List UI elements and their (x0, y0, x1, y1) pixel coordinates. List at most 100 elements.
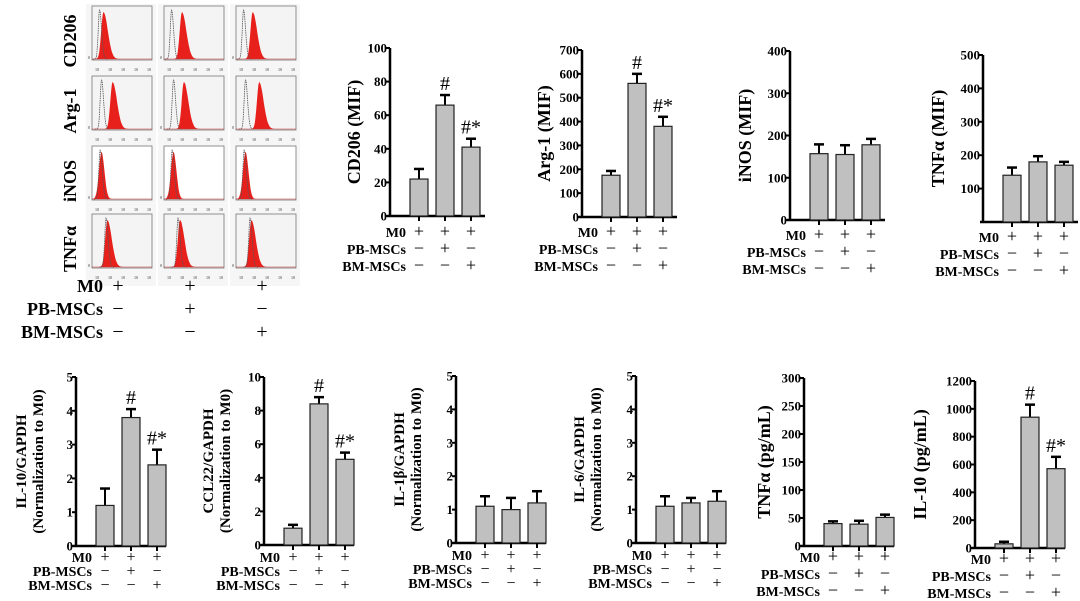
plus-sign: + (840, 241, 850, 261)
bar (875, 516, 895, 547)
y-tick-label: 1000 (946, 401, 972, 416)
significance-vs-m0: # (1025, 383, 1035, 405)
condition-label-pb-mscs: PB-MSCs (33, 565, 93, 580)
y-tick-label: 0 (447, 536, 454, 551)
bar-chart-il10-gapdh: 0 1 2 3 4 5 IL-10/GAPDH (Normalization to M0) # #… (14, 370, 167, 595)
plus-sign: + (152, 577, 161, 594)
y-tick-label: 3 (67, 437, 74, 452)
histogram-panel: 10 10 10 10 10 0 (158, 212, 228, 286)
y-tick-label: 4 (255, 470, 262, 485)
significance-vs-m0-and-pb: #* (1046, 435, 1066, 457)
y-tick-label: 0 (966, 541, 973, 556)
significance-vs-m0: # (440, 73, 450, 95)
log-tick-label: 10 (265, 67, 269, 72)
plus-sign: + (606, 221, 616, 241)
bar (1054, 164, 1074, 223)
sample-histogram (104, 82, 129, 129)
histogram-frame (91, 213, 153, 269)
plus-sign: + (828, 546, 838, 566)
histogram-panel: 10 10 10 10 10 0 (230, 4, 300, 78)
y-axis-label: Arg-1 (MIF) (534, 85, 555, 181)
y-tick-label: 10 (248, 370, 261, 385)
condition-label-bm-mscs: BM-MSCs (28, 579, 92, 594)
sample-histogram (174, 12, 198, 59)
sample-histogram (251, 82, 275, 129)
plus-sign: + (340, 549, 349, 566)
plus-sign: + (686, 547, 695, 564)
plus-sign: + (660, 547, 669, 564)
y-tick-label: 0 (573, 210, 580, 225)
histogram-panel: 10 10 10 10 10 0 (86, 4, 156, 78)
log-tick-label: 10 (108, 275, 112, 280)
condition-label-pb-mscs: PB-MSCs (761, 568, 821, 583)
plus-sign: + (506, 561, 515, 578)
y-tick-label: 100 (368, 41, 388, 56)
log-tick-label: 10 (167, 275, 171, 280)
zero-tick-label: 0 (232, 55, 234, 60)
log-tick-label: 10 (180, 275, 184, 280)
flow-histogram-grid: CD206 10 10 10 10 10 0 10 10 10 10 10 0 10 10 10 10 10 0 Ar… (21, 4, 300, 343)
condition-label-bm-mscs: BM-MSCs (742, 263, 806, 278)
minus-sign: − (340, 563, 349, 580)
log-tick-label: 10 (193, 207, 197, 212)
condition-label-bm-mscs: BM-MSCs (21, 322, 103, 342)
condition-label-bm-mscs: BM-MSCs (756, 585, 820, 600)
zero-tick-label: 0 (160, 55, 162, 60)
y-axis-label: TNFα (MIF) (928, 90, 949, 188)
marker-label-cd206: CD206 (60, 15, 80, 68)
plus-sign: + (112, 275, 123, 297)
y-axis-label-secondary: (Normalization to M0) (409, 387, 425, 531)
minus-sign: − (712, 561, 721, 578)
minus-sign: − (126, 577, 135, 594)
minus-sign: − (686, 575, 695, 592)
log-tick-label: 10 (147, 275, 151, 280)
plus-sign: + (1007, 226, 1017, 246)
log-tick-label: 10 (278, 207, 282, 212)
condition-label-m0: M0 (786, 229, 806, 244)
y-tick-label: 200 (560, 162, 580, 177)
minus-sign: − (480, 575, 489, 592)
plus-sign: + (999, 548, 1009, 568)
log-tick-label: 10 (206, 207, 210, 212)
histogram-panel: 10 10 10 10 10 0 (86, 212, 156, 286)
y-tick-label: 0 (627, 536, 634, 551)
y-tick-label: 4 (447, 402, 454, 417)
condition-label-pb-mscs: PB-MSCs (593, 563, 653, 578)
log-tick-label: 10 (278, 137, 282, 142)
log-tick-label: 10 (265, 137, 269, 142)
log-tick-label: 10 (108, 137, 112, 142)
minus-sign: − (632, 255, 642, 275)
isotype-control-histogram (95, 79, 110, 130)
sample-histogram (95, 12, 120, 59)
significance-vs-m0-and-pb: #* (653, 95, 673, 117)
sample-histogram (99, 220, 123, 267)
minus-sign: − (866, 241, 876, 261)
y-tick-label: 800 (953, 429, 973, 444)
plus-sign: + (1059, 260, 1069, 280)
plus-sign: + (1025, 548, 1035, 568)
bar (309, 403, 329, 546)
y-tick-label: 80 (374, 74, 387, 89)
bar (435, 104, 455, 217)
bar (707, 500, 727, 544)
y-tick-label: 1 (627, 502, 634, 517)
plus-sign: + (658, 255, 668, 275)
minus-sign: − (828, 580, 838, 600)
plus-sign: + (854, 546, 864, 566)
y-tick-label: 200 (961, 148, 981, 163)
y-tick-label: 5 (447, 369, 454, 384)
zero-tick-label: 0 (232, 263, 234, 268)
condition-label-m0: M0 (632, 549, 652, 564)
log-tick-label: 10 (291, 207, 295, 212)
log-tick-label: 10 (291, 137, 295, 142)
bar (601, 174, 621, 218)
plus-sign: + (880, 546, 890, 566)
marker-label-arg1: Arg-1 (60, 89, 80, 134)
y-tick-label: 300 (768, 86, 788, 101)
bar-chart-il6-gapdh: 0 1 2 3 4 5 IL-6/GAPDH (Normalization to M0) M0 +… (572, 369, 727, 592)
sample-histogram (244, 12, 269, 59)
condition-label-m0: M0 (452, 549, 472, 564)
bar (475, 505, 495, 544)
